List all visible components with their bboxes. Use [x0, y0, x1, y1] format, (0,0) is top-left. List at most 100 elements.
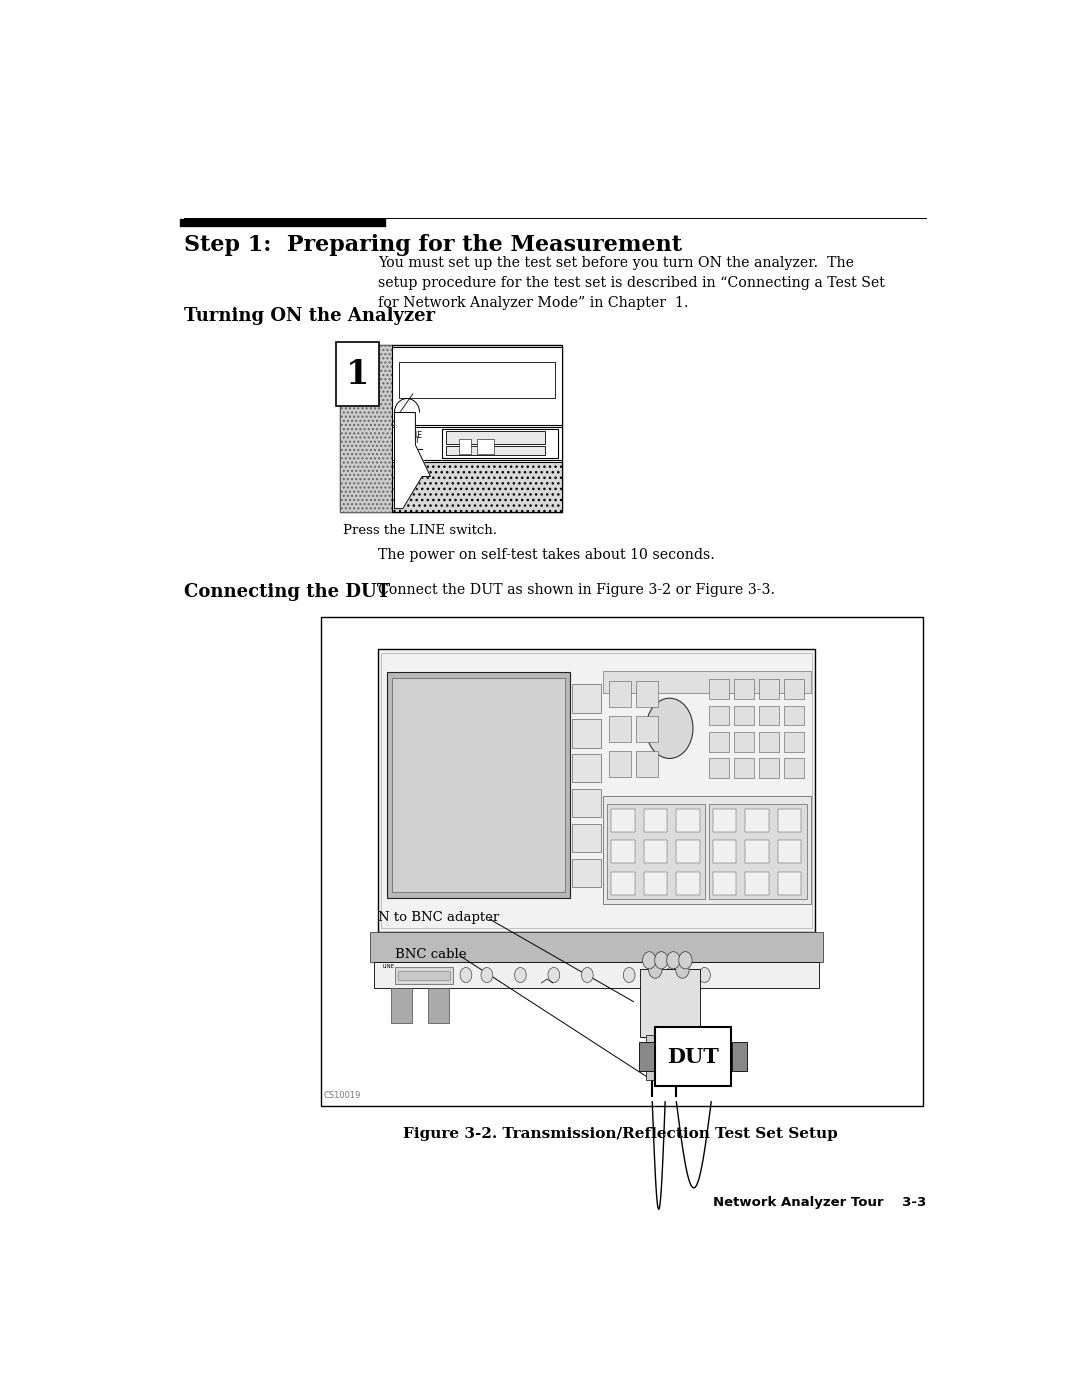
Circle shape	[699, 968, 711, 982]
Bar	[734, 759, 754, 778]
Bar	[603, 672, 811, 693]
Bar	[759, 759, 780, 778]
Bar	[745, 809, 769, 831]
Bar	[399, 362, 555, 398]
Bar	[759, 679, 780, 698]
Text: BNC cable: BNC cable	[395, 947, 467, 961]
Bar	[572, 719, 600, 747]
Bar	[734, 705, 754, 725]
Bar	[607, 803, 705, 898]
Circle shape	[514, 968, 526, 982]
Bar	[611, 841, 635, 863]
Bar	[392, 427, 562, 460]
Bar	[778, 809, 801, 831]
Bar	[446, 432, 544, 444]
Bar	[644, 809, 667, 831]
Text: I: I	[416, 436, 418, 444]
Bar	[670, 1035, 683, 1080]
Bar	[572, 685, 600, 712]
Bar	[336, 342, 379, 407]
Bar	[340, 345, 562, 511]
Circle shape	[548, 968, 559, 982]
Circle shape	[460, 968, 472, 982]
Circle shape	[666, 951, 680, 970]
Bar	[708, 803, 807, 898]
Bar	[708, 705, 729, 725]
Bar	[392, 346, 562, 425]
Bar	[609, 680, 631, 707]
Bar	[381, 654, 812, 928]
Text: Press the LINE switch.: Press the LINE switch.	[342, 524, 497, 536]
Polygon shape	[394, 412, 431, 509]
Bar	[778, 872, 801, 894]
Bar	[636, 715, 658, 742]
Circle shape	[649, 961, 662, 978]
Bar	[611, 809, 635, 831]
Text: LINE: LINE	[405, 430, 422, 440]
Bar	[644, 872, 667, 894]
Text: 1: 1	[346, 358, 369, 391]
Text: Turning ON the Analyzer: Turning ON the Analyzer	[184, 307, 434, 326]
Text: LINE: LINE	[382, 964, 394, 970]
Bar	[611, 872, 635, 894]
Bar	[784, 679, 805, 698]
Bar	[676, 809, 700, 831]
Bar	[708, 759, 729, 778]
Bar	[572, 754, 600, 782]
Bar	[321, 617, 923, 1105]
Text: N to BNC adapter: N to BNC adapter	[378, 911, 499, 925]
Circle shape	[678, 951, 692, 970]
Text: CS10019: CS10019	[323, 1091, 361, 1101]
Bar	[399, 971, 450, 981]
Text: Connect the DUT as shown in Figure 3-2 or Figure 3-3.: Connect the DUT as shown in Figure 3-2 o…	[378, 583, 774, 597]
Text: DUT: DUT	[667, 1046, 719, 1066]
Bar	[734, 732, 754, 752]
Bar	[572, 824, 600, 852]
Bar	[708, 679, 729, 698]
Bar	[442, 429, 557, 457]
Circle shape	[623, 968, 635, 982]
Bar	[646, 1035, 659, 1080]
Bar	[745, 872, 769, 894]
Bar	[734, 679, 754, 698]
Bar	[459, 439, 471, 454]
Bar	[609, 715, 631, 742]
Bar	[708, 732, 729, 752]
Text: The power on self-test takes about 10 seconds.: The power on self-test takes about 10 se…	[378, 549, 715, 563]
Bar	[713, 872, 737, 894]
Bar	[732, 1042, 747, 1071]
Bar	[391, 989, 411, 1023]
Bar	[374, 961, 819, 989]
Bar	[713, 809, 737, 831]
Bar	[378, 650, 815, 932]
Circle shape	[676, 961, 689, 978]
Bar	[784, 759, 805, 778]
Bar	[759, 732, 780, 752]
Circle shape	[581, 968, 593, 982]
Text: Connecting the DUT: Connecting the DUT	[184, 583, 390, 601]
Bar	[644, 841, 667, 863]
Bar	[392, 678, 565, 891]
Bar	[713, 841, 737, 863]
Bar	[745, 841, 769, 863]
Bar	[609, 752, 631, 777]
Bar	[636, 752, 658, 777]
Text: You must set up the test set before you turn ON the analyzer.  The
setup procedu: You must set up the test set before you …	[378, 256, 885, 310]
Text: Network Analyzer Tour    3-3: Network Analyzer Tour 3-3	[713, 1196, 926, 1208]
Circle shape	[481, 968, 492, 982]
Bar	[676, 841, 700, 863]
Bar	[676, 872, 700, 894]
Bar	[340, 345, 392, 511]
Bar	[572, 859, 600, 887]
Bar	[603, 796, 811, 904]
Bar	[572, 789, 600, 817]
Bar	[784, 705, 805, 725]
Bar	[392, 462, 562, 511]
Circle shape	[646, 698, 693, 759]
Bar	[395, 967, 454, 985]
Text: Step 1:  Preparing for the Measurement: Step 1: Preparing for the Measurement	[184, 235, 681, 256]
Circle shape	[665, 968, 677, 982]
Circle shape	[643, 951, 656, 970]
Bar	[784, 732, 805, 752]
Text: Figure 3-2. Transmission/Reflection Test Set Setup: Figure 3-2. Transmission/Reflection Test…	[403, 1127, 838, 1141]
